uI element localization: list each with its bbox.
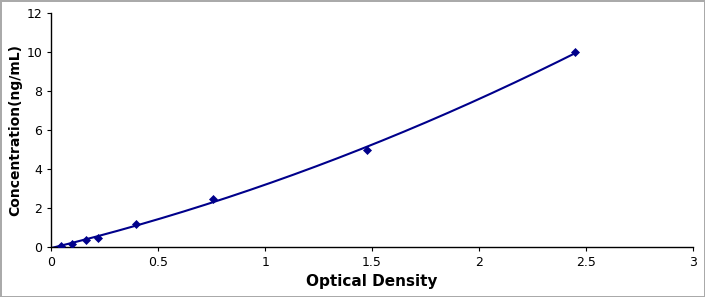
Y-axis label: Concentration(ng/mL): Concentration(ng/mL) <box>8 45 23 217</box>
X-axis label: Optical Density: Optical Density <box>306 274 438 289</box>
